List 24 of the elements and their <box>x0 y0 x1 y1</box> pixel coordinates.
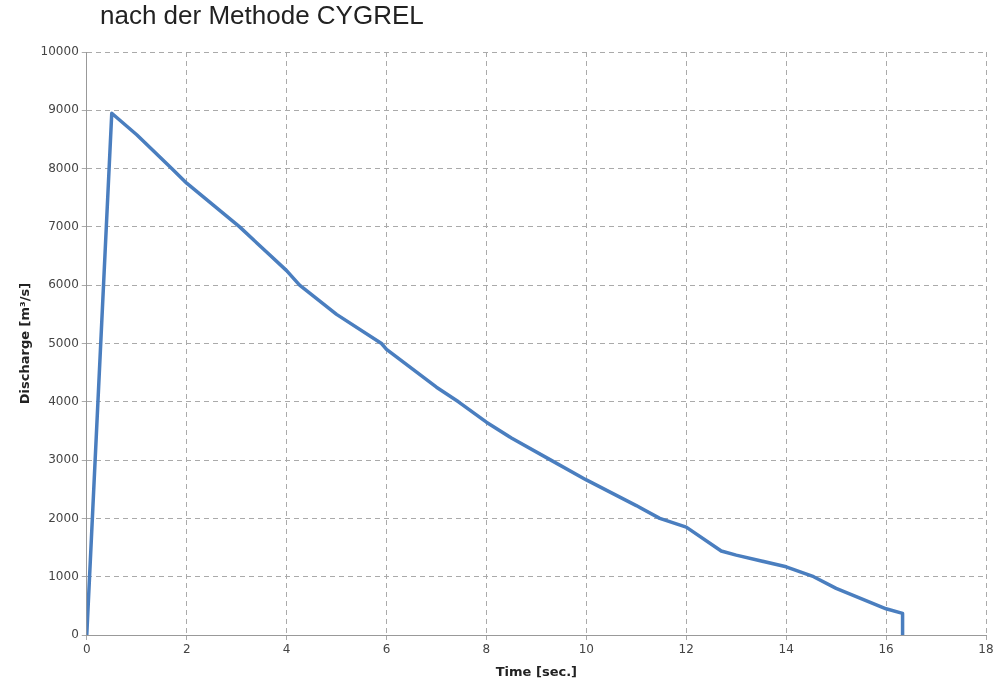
y-tick-label: 2000 <box>48 510 79 525</box>
x-tick-label: 18 <box>978 642 994 657</box>
y-tick-label: 7000 <box>48 219 79 234</box>
x-tick-label: 14 <box>778 642 794 657</box>
y-tick-label: 10000 <box>40 44 79 59</box>
x-tick-label: 2 <box>182 642 191 657</box>
x-tick-label: 0 <box>82 642 91 657</box>
x-tick-label: 8 <box>482 642 491 657</box>
y-tick-label: 3000 <box>48 452 79 467</box>
y-tick-label: 1000 <box>48 568 79 583</box>
y-tick-label: 5000 <box>48 335 79 350</box>
x-tick-label: 6 <box>382 642 391 657</box>
chart-title: nach der Methode CYGREL <box>100 0 424 31</box>
y-axis-title: Discharge [m³/s] <box>17 282 33 405</box>
y-tick-label: 8000 <box>48 160 79 175</box>
y-tick-label: 0 <box>71 627 79 642</box>
x-axis-title: Time [sec.] <box>495 663 578 679</box>
y-tick-label: 9000 <box>48 102 79 117</box>
y-tick-label: 6000 <box>48 277 79 292</box>
x-tick-label: 12 <box>678 642 694 657</box>
x-tick-label: 16 <box>878 642 894 657</box>
x-tick-label: 4 <box>282 642 291 657</box>
y-tick-label: 4000 <box>48 393 79 408</box>
x-tick-label: 10 <box>578 642 594 657</box>
